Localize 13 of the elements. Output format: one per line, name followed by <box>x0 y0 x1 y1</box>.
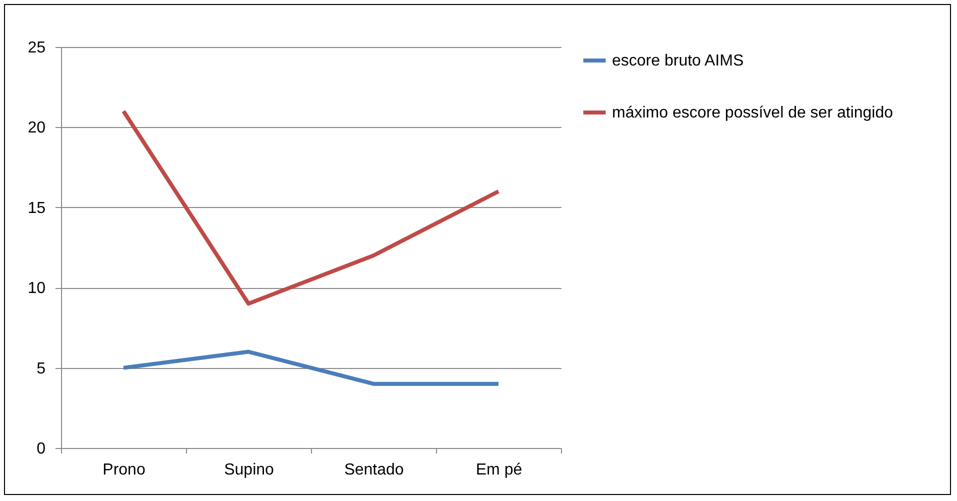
y-tick-label: 10 <box>28 280 46 298</box>
x-tick-label: Sentado <box>344 462 404 478</box>
x-tick-label: Prono <box>102 462 146 478</box>
y-tick-label: 15 <box>28 200 46 217</box>
y-tick-label: 20 <box>28 120 46 137</box>
y-tick-label: 25 <box>28 40 46 56</box>
x-tick-label: Supino <box>224 462 274 478</box>
legend-label: escore bruto AIMS <box>612 52 744 70</box>
line-series <box>122 109 500 306</box>
x-tick-label: Em pé <box>476 462 522 478</box>
y-tick-label: 0 <box>36 440 46 458</box>
y-tick-label: 5 <box>36 360 46 378</box>
legend-label: máximo escore possível de ser atingido <box>612 104 894 122</box>
